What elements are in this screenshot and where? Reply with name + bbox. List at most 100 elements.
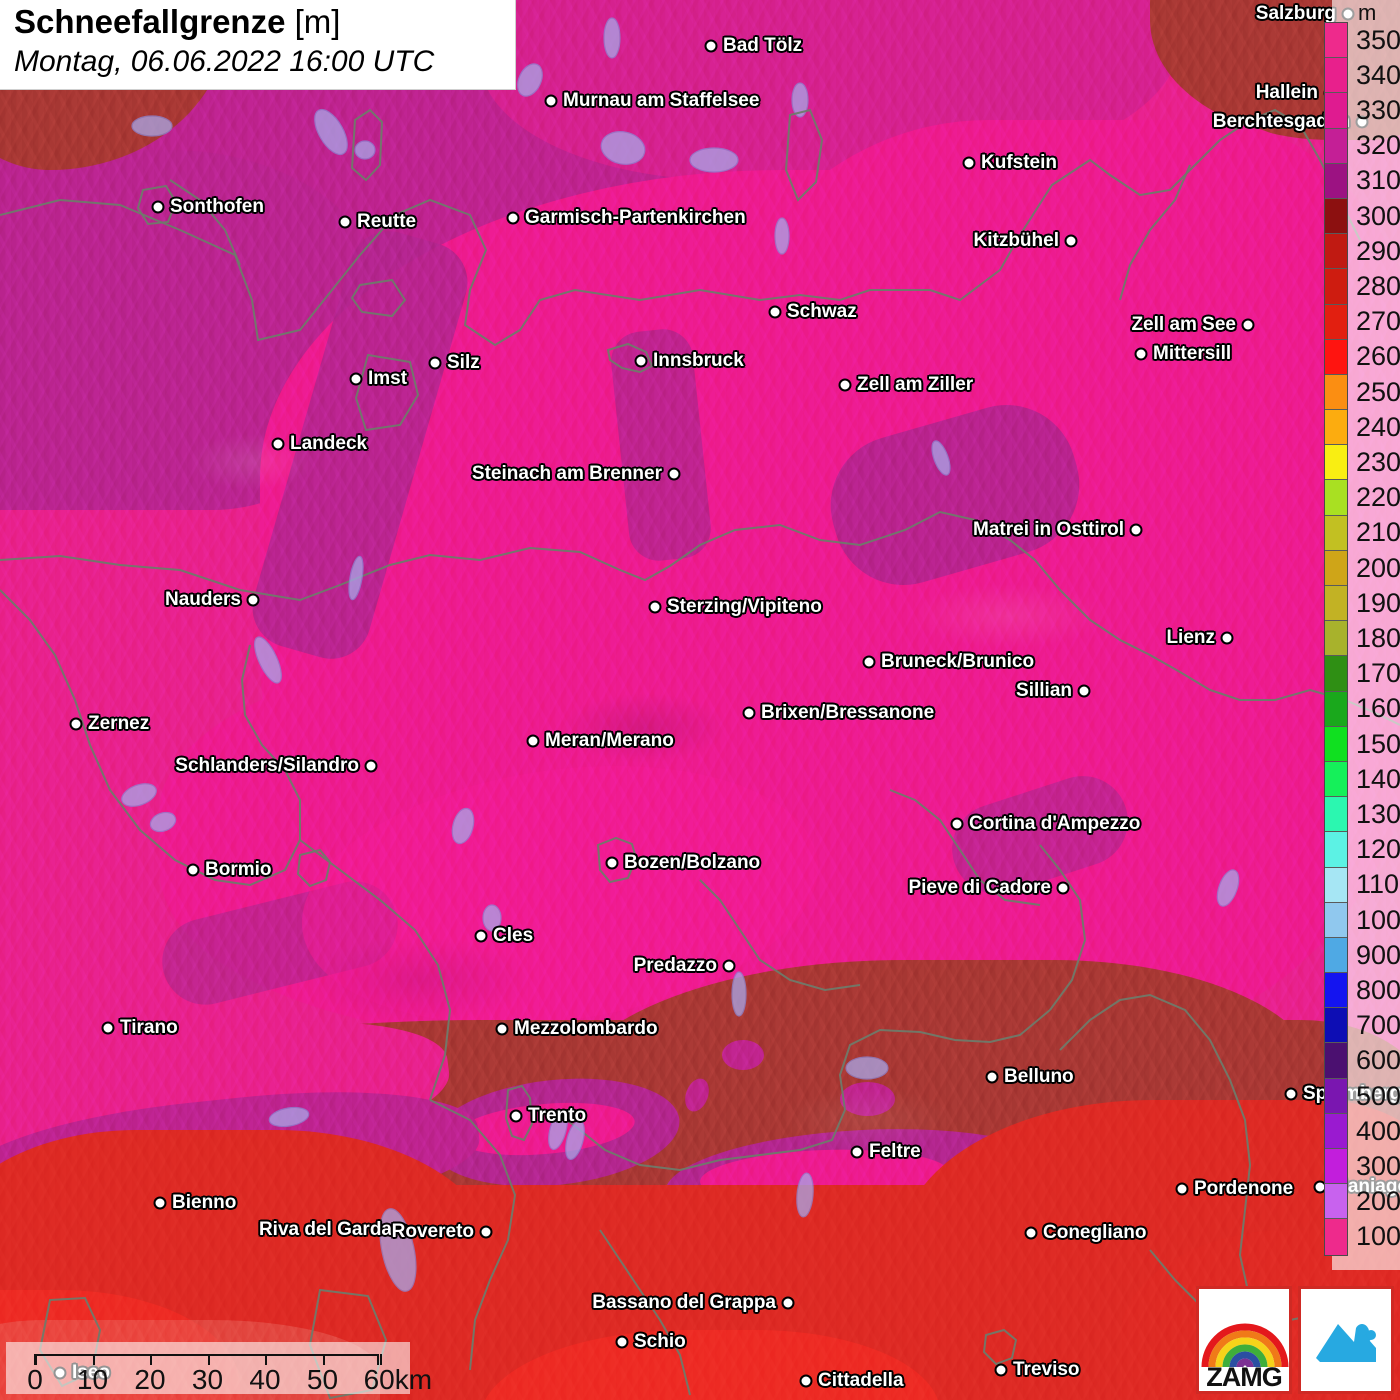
city-dot [704,39,718,53]
city-label: Treviso [1013,1359,1080,1380]
city-dot [648,600,662,614]
city-label: Imst [368,368,408,389]
colorbar-tick-label: 1900 [1356,587,1400,618]
colorbar-tick-label: 300 [1356,1151,1400,1181]
scale-bar-tick [150,1354,152,1365]
colorbar-cell [1325,1113,1347,1149]
city-label: Reutte [357,211,417,232]
colorbar-cell [1325,410,1347,446]
city-label: Landeck [290,433,368,454]
colorbar-cell [1325,937,1347,974]
city-dot [950,817,964,831]
city-label: Schio [634,1331,686,1352]
colorbar-tick-label: 2000 [1356,552,1400,583]
city-label: Sonthofen [170,196,264,217]
city-label: Brixen/Bressanone [761,702,935,723]
scale-bar-label: 40 [249,1364,281,1395]
colorbar-unit-label: m [1358,0,1377,25]
scale-bar-tick [265,1354,267,1365]
city-label: Bormio [205,859,272,880]
colorbar-tick-label: 1700 [1356,658,1400,689]
colorbar-tick-label: 3500 [1356,24,1400,55]
city-label: Bienno [172,1192,237,1213]
city-label: Pieve di Cadore [908,877,1051,898]
colorbar-tick-label: 3000 [1356,200,1400,231]
mountain-cloud-logo[interactable] [1298,1286,1394,1394]
colorbar-cell [1325,1043,1347,1079]
colorbar-cell [1325,480,1347,516]
colorbar-cell [1325,761,1347,798]
city-dot [151,200,165,214]
city-label: Zell am Ziller [857,374,974,395]
city-label: Cortina d'Ampezzo [969,813,1141,834]
valid-datetime: Montag, 06.06.2022 16:00 UTC [14,45,435,78]
colorbar-cell [1325,128,1347,164]
city-label: Riva del Garda [258,1219,392,1240]
city-dot [1134,347,1148,361]
city-label: Zell am See [1131,314,1236,335]
colorbar-tick-label: 100 [1356,1221,1400,1252]
colorbar-tick-label: 1100 [1356,869,1400,900]
colorbar-cell [1325,621,1347,657]
colorbar-tick-label: 2300 [1356,447,1400,477]
city-label: Rovereto [391,1221,474,1242]
city-dot [153,1196,167,1210]
city-label: Sillian [1016,680,1072,701]
city-dot [1241,318,1255,332]
city-dot [994,1363,1008,1377]
city-label: Belluno [1004,1066,1074,1087]
colorbar-tick-label: 900 [1356,939,1400,970]
scale-bar-tick [207,1354,210,1365]
rainbow-arc-icon [1201,1323,1289,1368]
colorbar-cell [1325,691,1347,727]
colorbar-cell [1325,1078,1347,1114]
city-label: Bruneck/Brunico [881,651,1035,672]
colorbar-cell [1325,902,1347,938]
colorbar-cell [1325,93,1347,129]
colorbar-cell [1325,339,1347,375]
colorbar-tick-label: 3300 [1356,95,1400,125]
colorbar-cell [1325,198,1347,235]
scale-bar-label: 60km [363,1364,433,1395]
colorbar-tick-label: 2600 [1356,341,1400,372]
parameter-name: Schneefallgrenze [14,3,286,40]
colorbar-tick-label: 2900 [1356,235,1400,266]
city-dot [509,1109,523,1123]
city-dot [667,467,681,481]
colorbar-tick-label: 1400 [1356,763,1400,794]
city-label: Zernez [88,713,150,734]
colorbar-cell [1325,234,1347,270]
city-label: Matrei in Osttirol [973,519,1124,540]
colorbar-tick-label: 1800 [1356,623,1400,653]
colorbar-cell [1325,1008,1347,1044]
colorbar-cell [1325,797,1347,833]
city-label: Predazzo [633,955,717,976]
city-dot [962,156,976,170]
city-label: Garmisch-Partenkirchen [525,207,746,228]
city-dot [838,378,852,392]
colorbar-tick-label: 2700 [1356,306,1400,337]
scale-bar-label: 30 [191,1364,224,1395]
city-dot [364,759,378,773]
zamg-wordmark: ZAMG [1206,1362,1282,1392]
scale-bar-label: 20 [134,1364,166,1395]
city-label: Schlanders/Silandro [175,755,359,776]
scale-bar-tick [322,1354,325,1365]
city-label: Bad Tölz [723,35,803,56]
city-label: Feltre [869,1141,921,1162]
colorbar-tick-label: 2200 [1356,482,1400,513]
zamg-logo[interactable]: ZAMG [1196,1286,1292,1394]
city-dot [781,1296,795,1310]
colorbar-tick-label: 1600 [1356,693,1400,724]
colorbar-cell [1325,867,1347,903]
colorbar-cell [1325,1184,1347,1220]
city-dot [479,1225,493,1239]
city-dot [862,655,876,669]
city-dot [397,1223,411,1237]
city-dot [526,734,540,748]
colorbar-tick-label: 1200 [1356,834,1400,865]
city-dot [1220,631,1234,645]
colorbar-tick-label: 700 [1356,1010,1400,1041]
colorbar-cell [1325,1149,1347,1185]
